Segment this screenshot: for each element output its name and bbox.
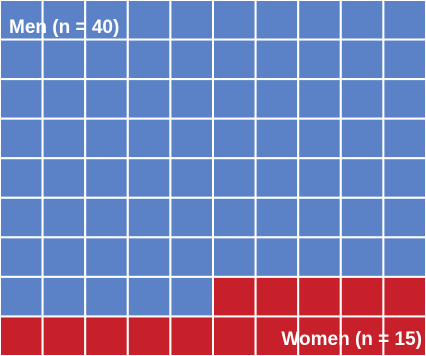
men-cell xyxy=(84,117,129,160)
women-cell xyxy=(41,315,87,356)
men-cell xyxy=(169,0,214,41)
men-cell xyxy=(126,275,172,318)
men-series-label: Men (n = 40) xyxy=(9,17,119,38)
men-cell xyxy=(126,157,172,199)
men-cell xyxy=(41,157,87,199)
men-cell xyxy=(0,275,44,318)
men-cell xyxy=(339,236,385,278)
women-cell xyxy=(297,315,342,356)
men-cell xyxy=(0,78,44,120)
men-cell xyxy=(84,38,129,81)
men-cell xyxy=(126,78,172,120)
men-cell xyxy=(84,196,129,239)
men-cell xyxy=(126,0,172,41)
men-cell xyxy=(254,38,300,81)
men-cell xyxy=(297,78,342,120)
men-cell xyxy=(169,117,214,160)
men-cell xyxy=(84,78,129,120)
men-cell xyxy=(254,196,300,239)
men-cell xyxy=(339,38,385,81)
men-cell xyxy=(382,236,426,278)
men-cell xyxy=(297,157,342,199)
men-cell xyxy=(212,236,257,278)
men-cell xyxy=(84,275,129,318)
men-cell xyxy=(297,0,342,41)
men-cell xyxy=(212,117,257,160)
men-cell xyxy=(126,196,172,239)
men-cell xyxy=(297,236,342,278)
men-cell xyxy=(339,117,385,160)
men-cell xyxy=(212,196,257,239)
men-cell xyxy=(41,117,87,160)
men-cell xyxy=(339,196,385,239)
women-cell xyxy=(0,315,44,356)
men-cell xyxy=(382,117,426,160)
men-cell xyxy=(254,0,300,41)
men-cell xyxy=(169,78,214,120)
women-cell xyxy=(297,275,342,318)
men-cell xyxy=(41,236,87,278)
women-cell xyxy=(254,275,300,318)
men-cell xyxy=(254,78,300,120)
men-cell xyxy=(339,157,385,199)
men-cell xyxy=(382,157,426,199)
women-cell xyxy=(339,275,385,318)
women-cell xyxy=(84,315,129,356)
men-cell xyxy=(0,157,44,199)
men-cell xyxy=(41,0,87,41)
women-cell xyxy=(169,315,214,356)
women-series-label: Women (n = 15) xyxy=(281,329,422,350)
men-cell xyxy=(297,196,342,239)
men-cell xyxy=(382,78,426,120)
men-cell xyxy=(126,38,172,81)
men-cell xyxy=(254,117,300,160)
men-cell xyxy=(212,157,257,199)
men-cell xyxy=(297,38,342,81)
men-cell xyxy=(169,275,214,318)
men-cell xyxy=(254,236,300,278)
women-cell xyxy=(212,315,257,356)
men-cell xyxy=(41,78,87,120)
women-cell xyxy=(382,275,426,318)
men-cell xyxy=(169,38,214,81)
men-cell xyxy=(169,236,214,278)
women-cell xyxy=(254,315,300,356)
men-cell xyxy=(382,196,426,239)
women-cell xyxy=(126,315,172,356)
men-cell xyxy=(339,78,385,120)
women-cell xyxy=(382,315,426,356)
women-cell xyxy=(212,275,257,318)
men-cell xyxy=(212,0,257,41)
men-cell xyxy=(41,196,87,239)
men-cell xyxy=(254,157,300,199)
men-cell xyxy=(126,236,172,278)
men-cell xyxy=(0,38,44,81)
men-cell xyxy=(169,196,214,239)
men-cell xyxy=(126,117,172,160)
men-cell xyxy=(212,38,257,81)
men-cell xyxy=(382,38,426,81)
men-cell xyxy=(0,196,44,239)
men-cell xyxy=(297,117,342,160)
men-cell xyxy=(84,236,129,278)
men-cell xyxy=(169,157,214,199)
men-cell xyxy=(84,157,129,199)
men-cell xyxy=(212,78,257,120)
men-cell xyxy=(0,236,44,278)
men-cell xyxy=(41,38,87,81)
men-cell xyxy=(41,275,87,318)
men-cell xyxy=(339,0,385,41)
men-cell xyxy=(0,117,44,160)
men-cell xyxy=(382,0,426,41)
